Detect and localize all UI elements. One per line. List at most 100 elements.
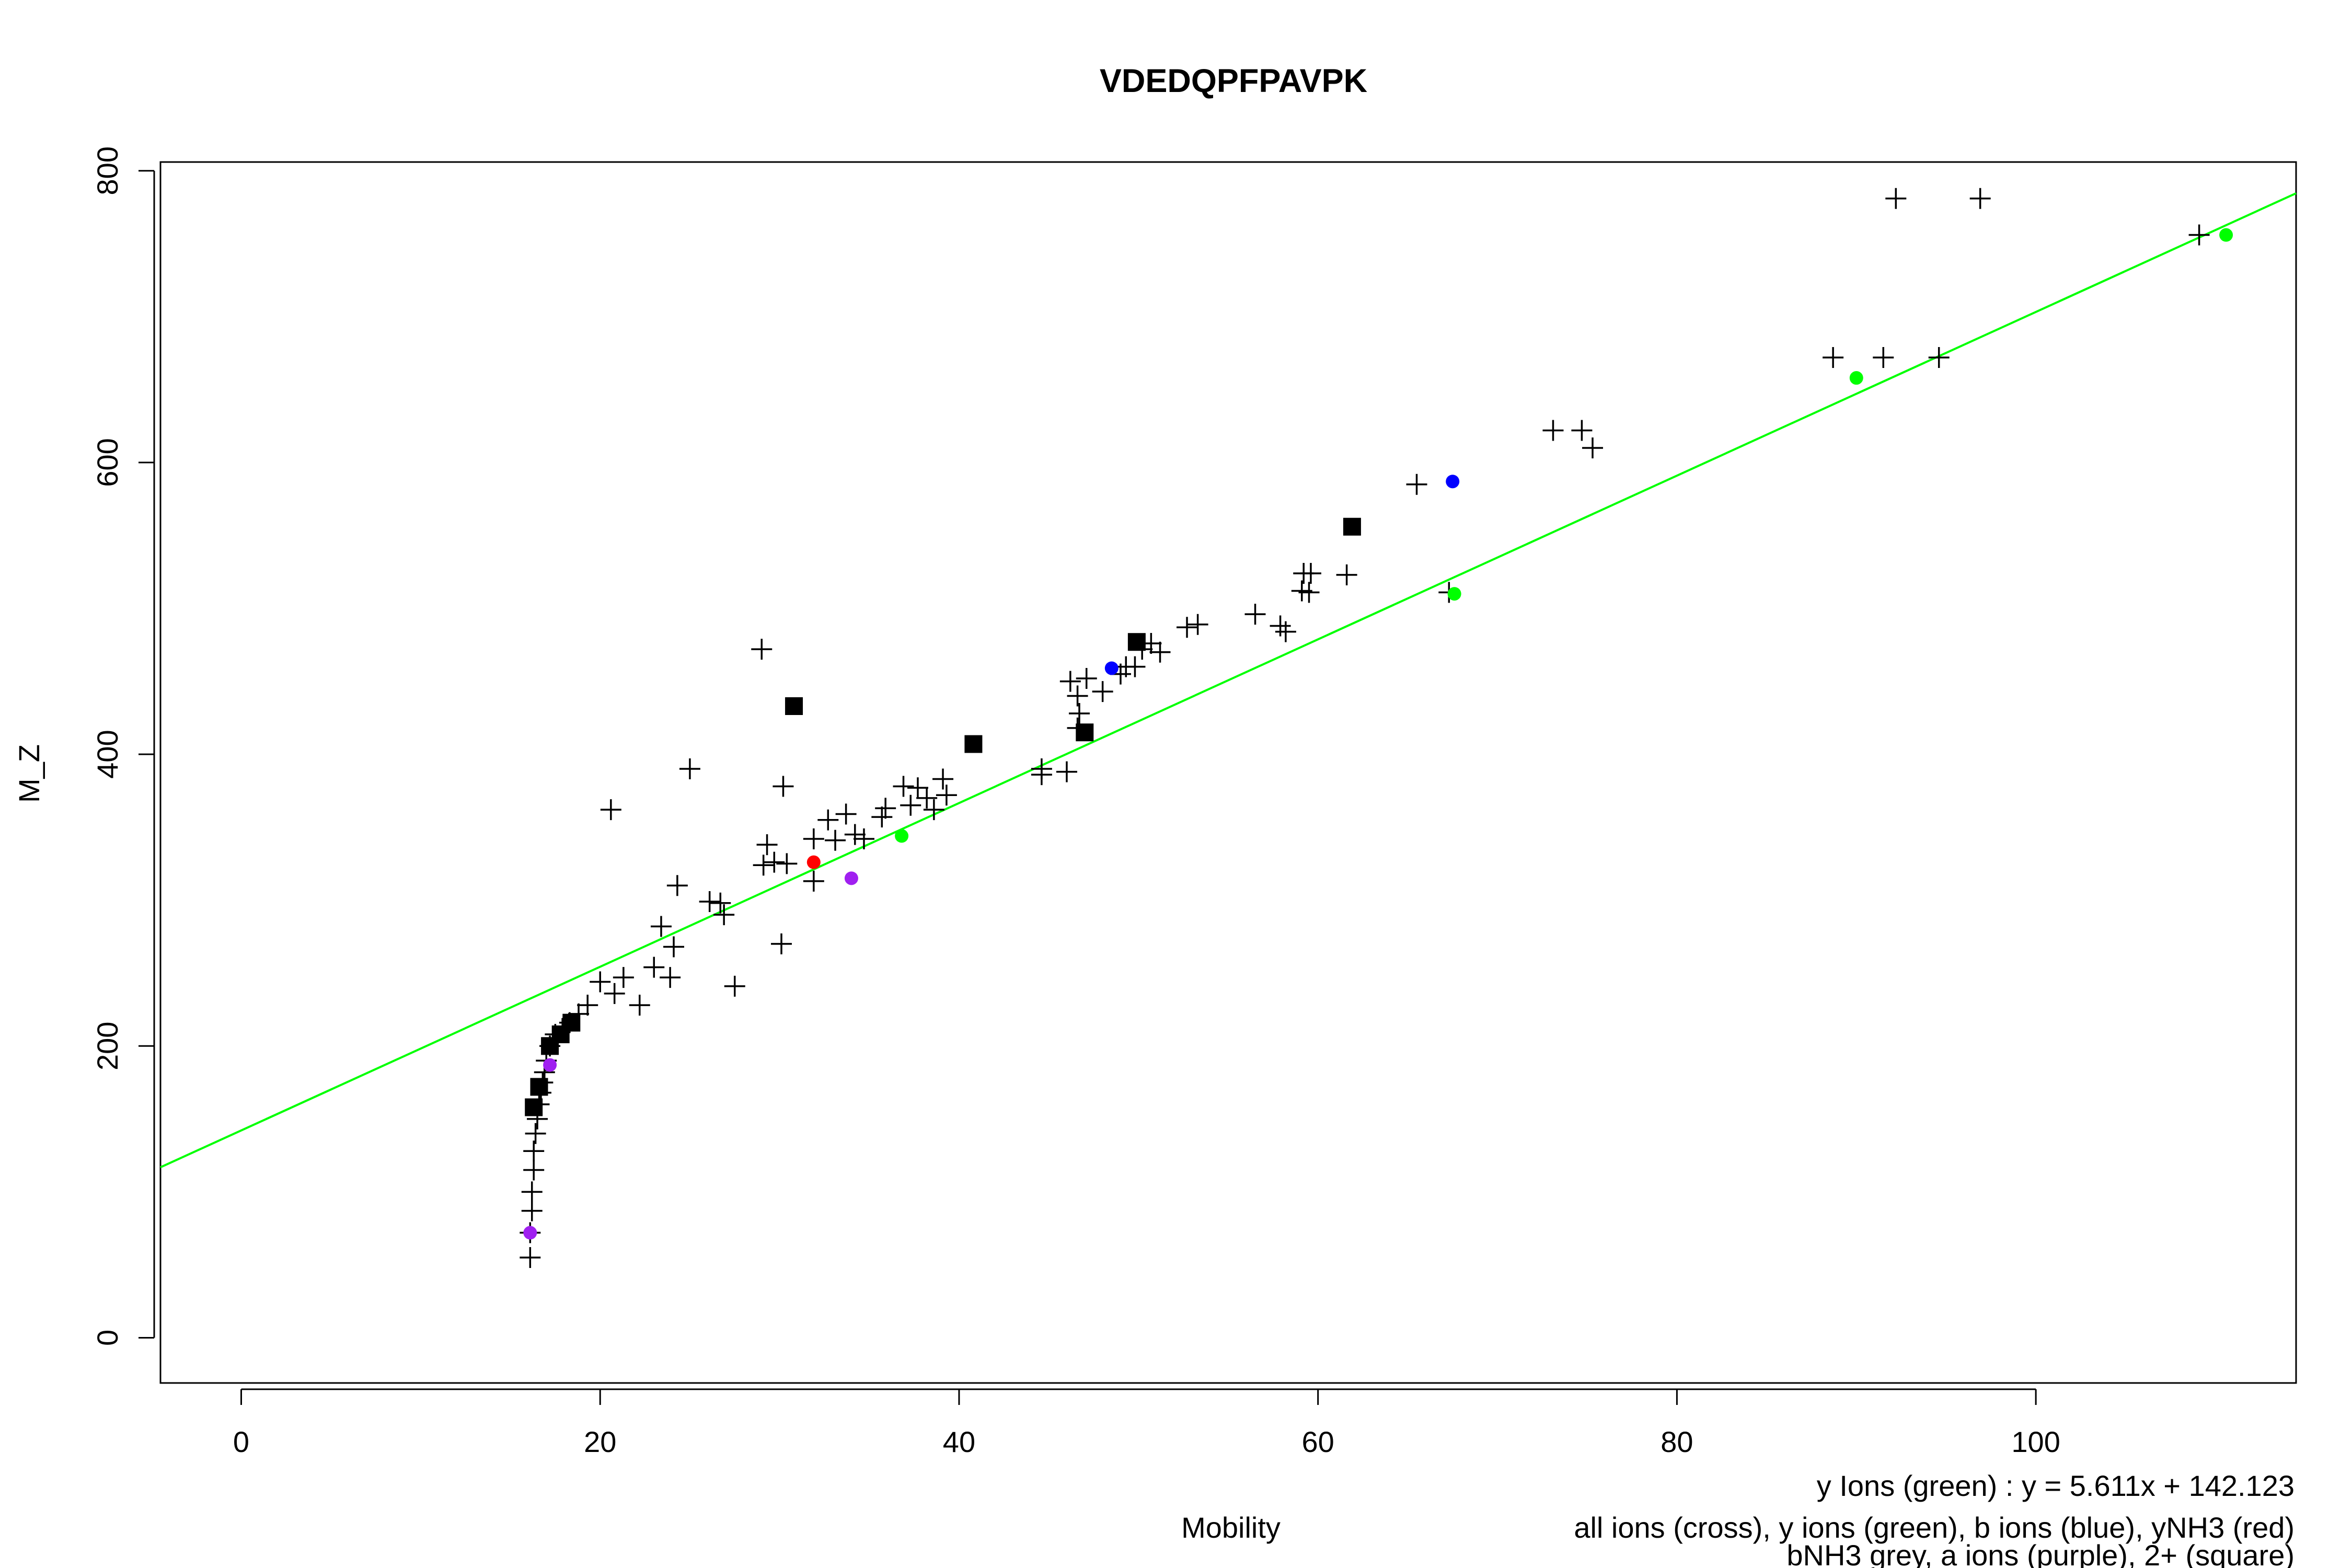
data-point-cross — [643, 956, 665, 978]
data-point-cross — [1092, 681, 1113, 702]
data-point-cross — [825, 829, 846, 851]
data-point-cross — [1571, 420, 1593, 441]
data-point-cross — [916, 787, 938, 809]
data-point-cross — [613, 967, 634, 988]
data-point-cross — [776, 853, 798, 874]
data-point-dot — [2219, 228, 2233, 242]
data-point-dot — [844, 871, 858, 885]
data-point-cross — [1177, 617, 1198, 638]
data-point-dot — [1849, 371, 1863, 385]
data-point-cross — [1067, 685, 1088, 707]
data-point-cross — [835, 803, 857, 825]
data-point-cross — [663, 936, 685, 958]
data-point-cross — [724, 975, 745, 997]
data-point-cross — [1298, 582, 1320, 603]
data-point-cross — [2188, 224, 2210, 246]
y-tick-label: 400 — [91, 730, 124, 778]
y-axis: 0 200 400 600 800 — [91, 146, 155, 1346]
data-point-cross — [1542, 420, 1564, 441]
data-point-cross — [853, 828, 874, 849]
data-point-cross — [523, 1159, 545, 1181]
data-point-square — [1076, 723, 1094, 742]
data-point-cross — [568, 1003, 590, 1024]
x-tick-label: 40 — [943, 1425, 975, 1458]
data-point-square — [964, 735, 983, 753]
data-point-cross — [679, 758, 700, 780]
x-tick-label: 0 — [233, 1425, 249, 1458]
data-point-cross — [844, 824, 866, 845]
data-point-cross — [1823, 347, 1844, 368]
x-tick-label: 100 — [2011, 1425, 2060, 1458]
data-point-cross — [660, 967, 681, 988]
data-point-cross — [532, 1072, 554, 1093]
data-point-cross — [527, 1108, 548, 1129]
data-point-cross — [773, 776, 794, 797]
data-point-cross — [1336, 564, 1357, 585]
chart-title: VDEDQPFPAVPK — [1100, 63, 1367, 99]
data-point-cross — [577, 995, 598, 1016]
data-point-cross — [530, 1082, 551, 1103]
data-point-cross — [1270, 615, 1291, 637]
data-point-cross — [629, 995, 650, 1016]
fit-equation-note: y Ions (green) : y = 5.611x + 142.123 — [1817, 1469, 2295, 1502]
data-point-dot — [1446, 475, 1460, 489]
data-point-cross — [923, 799, 944, 821]
data-point-cross — [1244, 604, 1266, 625]
legend-line-1: all ions (cross), y ions (green), b ions… — [1574, 1511, 2295, 1544]
data-point-square — [1343, 517, 1361, 536]
data-point-cross — [525, 1123, 546, 1144]
data-point-cross — [900, 794, 921, 816]
data-point-cross — [756, 834, 778, 856]
data-point-cross — [1406, 474, 1427, 495]
data-point-cross — [600, 799, 621, 821]
data-point-cross — [699, 891, 720, 912]
plot-frame — [159, 161, 2297, 1384]
y-tick-label: 0 — [91, 1330, 124, 1346]
data-point-cross — [590, 971, 611, 993]
data-point-cross — [523, 1140, 545, 1162]
data-point-dot — [1447, 587, 1461, 601]
data-point-cross — [936, 785, 957, 806]
data-point-cross — [1873, 347, 1894, 368]
x-axis: 0 20 40 60 80 100 — [233, 1388, 2060, 1458]
data-point-cross — [875, 798, 896, 819]
data-point-cross — [1059, 671, 1081, 692]
x-tick-label: 60 — [1302, 1425, 1334, 1458]
data-point-cross — [539, 1035, 561, 1057]
data-point-cross — [521, 1181, 543, 1203]
data-point-cross — [751, 639, 773, 660]
data-point-cross — [1885, 188, 1907, 209]
y-tick-label: 600 — [91, 438, 124, 487]
data-point-cross — [1067, 717, 1088, 739]
data-point-dot — [1104, 661, 1119, 675]
data-point-cross — [1069, 702, 1090, 724]
data-point-dot — [895, 829, 909, 843]
data-point-cross — [1300, 563, 1321, 584]
data-point-dot — [806, 855, 821, 869]
data-point-cross — [528, 1093, 550, 1115]
data-point-cross — [520, 1247, 541, 1268]
data-point-cross — [521, 1200, 543, 1221]
data-point-cross — [604, 983, 625, 1004]
data-point-cross — [1969, 188, 1991, 209]
data-point-cross — [753, 855, 774, 876]
data-point-cross — [713, 904, 735, 926]
data-point-cross — [907, 777, 928, 799]
data-point-cross — [764, 851, 785, 873]
data-point-cross — [803, 870, 824, 892]
data-point-cross — [803, 828, 824, 849]
fit-line-layer — [160, 192, 2297, 1169]
data-point-cross — [666, 875, 688, 896]
y-axis-label: M_Z — [13, 744, 45, 803]
data-point-cross — [817, 809, 839, 831]
data-point-dot — [543, 1058, 557, 1072]
data-point-cross — [1275, 621, 1296, 642]
data-point-cross — [1187, 614, 1208, 635]
data-point-cross — [932, 768, 954, 790]
x-tick-label: 20 — [584, 1425, 616, 1458]
data-point-cross — [1124, 656, 1146, 677]
data-point-cross — [1140, 633, 1162, 654]
data-point-cross — [871, 806, 893, 828]
points-layer — [520, 188, 2233, 1268]
